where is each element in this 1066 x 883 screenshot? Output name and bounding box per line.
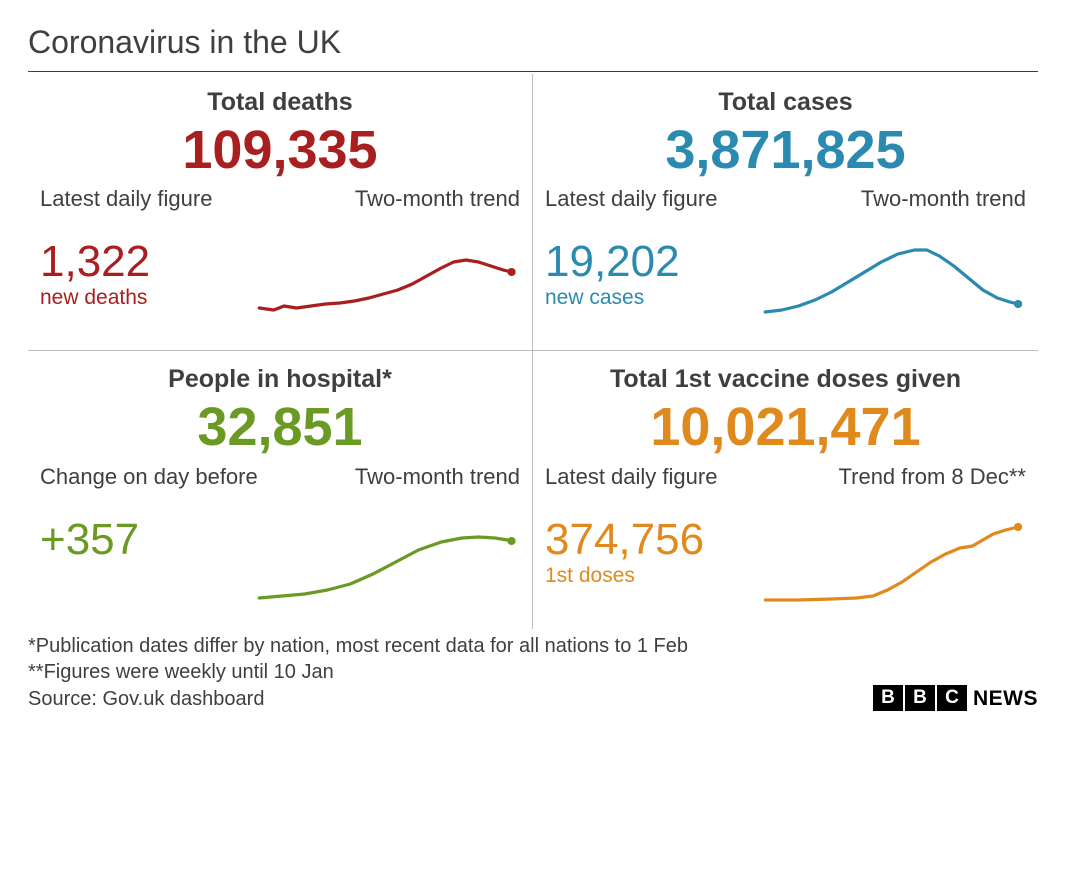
panel-hospital-sparkline — [251, 518, 520, 613]
panel-cases-sparkline — [757, 240, 1026, 335]
footnotes: *Publication dates differ by nation, mos… — [28, 633, 1038, 712]
panel-deaths-daily-figure: 1,322 — [40, 240, 242, 284]
page-title: Coronavirus in the UK — [28, 24, 1038, 72]
panel-cases-title: Total cases — [545, 88, 1026, 117]
panel-cases-daily-label: new cases — [545, 286, 747, 310]
panel-hospital-left-label: Change on day before — [40, 464, 258, 490]
panel-vaccine-right-label: Trend from 8 Dec** — [839, 464, 1026, 490]
bbc-box-c: C — [937, 685, 967, 711]
footnote-2: **Figures were weekly until 10 Jan — [28, 659, 1038, 685]
panel-deaths-daily-label: new deaths — [40, 286, 242, 310]
stats-grid: Total deaths 109,335 Latest daily figure… — [28, 74, 1038, 629]
panel-deaths-total: 109,335 — [40, 121, 520, 180]
bbc-box-b1: B — [873, 685, 903, 711]
panel-hospital-daily-figure: +357 — [40, 518, 242, 562]
footnote-1: *Publication dates differ by nation, mos… — [28, 633, 1038, 659]
panel-vaccine-left-label: Latest daily figure — [545, 464, 717, 490]
panel-vaccine-total: 10,021,471 — [545, 398, 1026, 457]
panel-cases-left-label: Latest daily figure — [545, 186, 717, 212]
panel-deaths-left-label: Latest daily figure — [40, 186, 212, 212]
panel-vaccine-sparkline — [757, 518, 1026, 613]
panel-cases-right-label: Two-month trend — [861, 186, 1026, 212]
panel-vaccine: Total 1st vaccine doses given 10,021,471… — [533, 351, 1038, 628]
source-line: Source: Gov.uk dashboard — [28, 686, 264, 712]
panel-deaths-title: Total deaths — [40, 88, 520, 117]
bbc-box-b2: B — [905, 685, 935, 711]
panel-hospital-right-label: Two-month trend — [355, 464, 520, 490]
bbc-news-text: NEWS — [973, 685, 1038, 712]
panel-cases-total: 3,871,825 — [545, 121, 1026, 180]
panel-vaccine-daily-label: 1st doses — [545, 564, 747, 588]
panel-vaccine-daily-figure: 374,756 — [545, 518, 747, 562]
panel-cases-daily-figure: 19,202 — [545, 240, 747, 284]
panel-deaths-right-label: Two-month trend — [355, 186, 520, 212]
panel-deaths: Total deaths 109,335 Latest daily figure… — [28, 74, 533, 351]
bbc-blocks-icon: B B C — [873, 685, 967, 711]
panel-hospital: People in hospital* 32,851 Change on day… — [28, 351, 533, 628]
panel-vaccine-title: Total 1st vaccine doses given — [545, 365, 1026, 394]
bbc-news-logo: B B C NEWS — [873, 685, 1038, 712]
panel-hospital-total: 32,851 — [40, 398, 520, 457]
panel-hospital-title: People in hospital* — [40, 365, 520, 394]
panel-deaths-sparkline — [251, 240, 520, 335]
panel-cases: Total cases 3,871,825 Latest daily figur… — [533, 74, 1038, 351]
